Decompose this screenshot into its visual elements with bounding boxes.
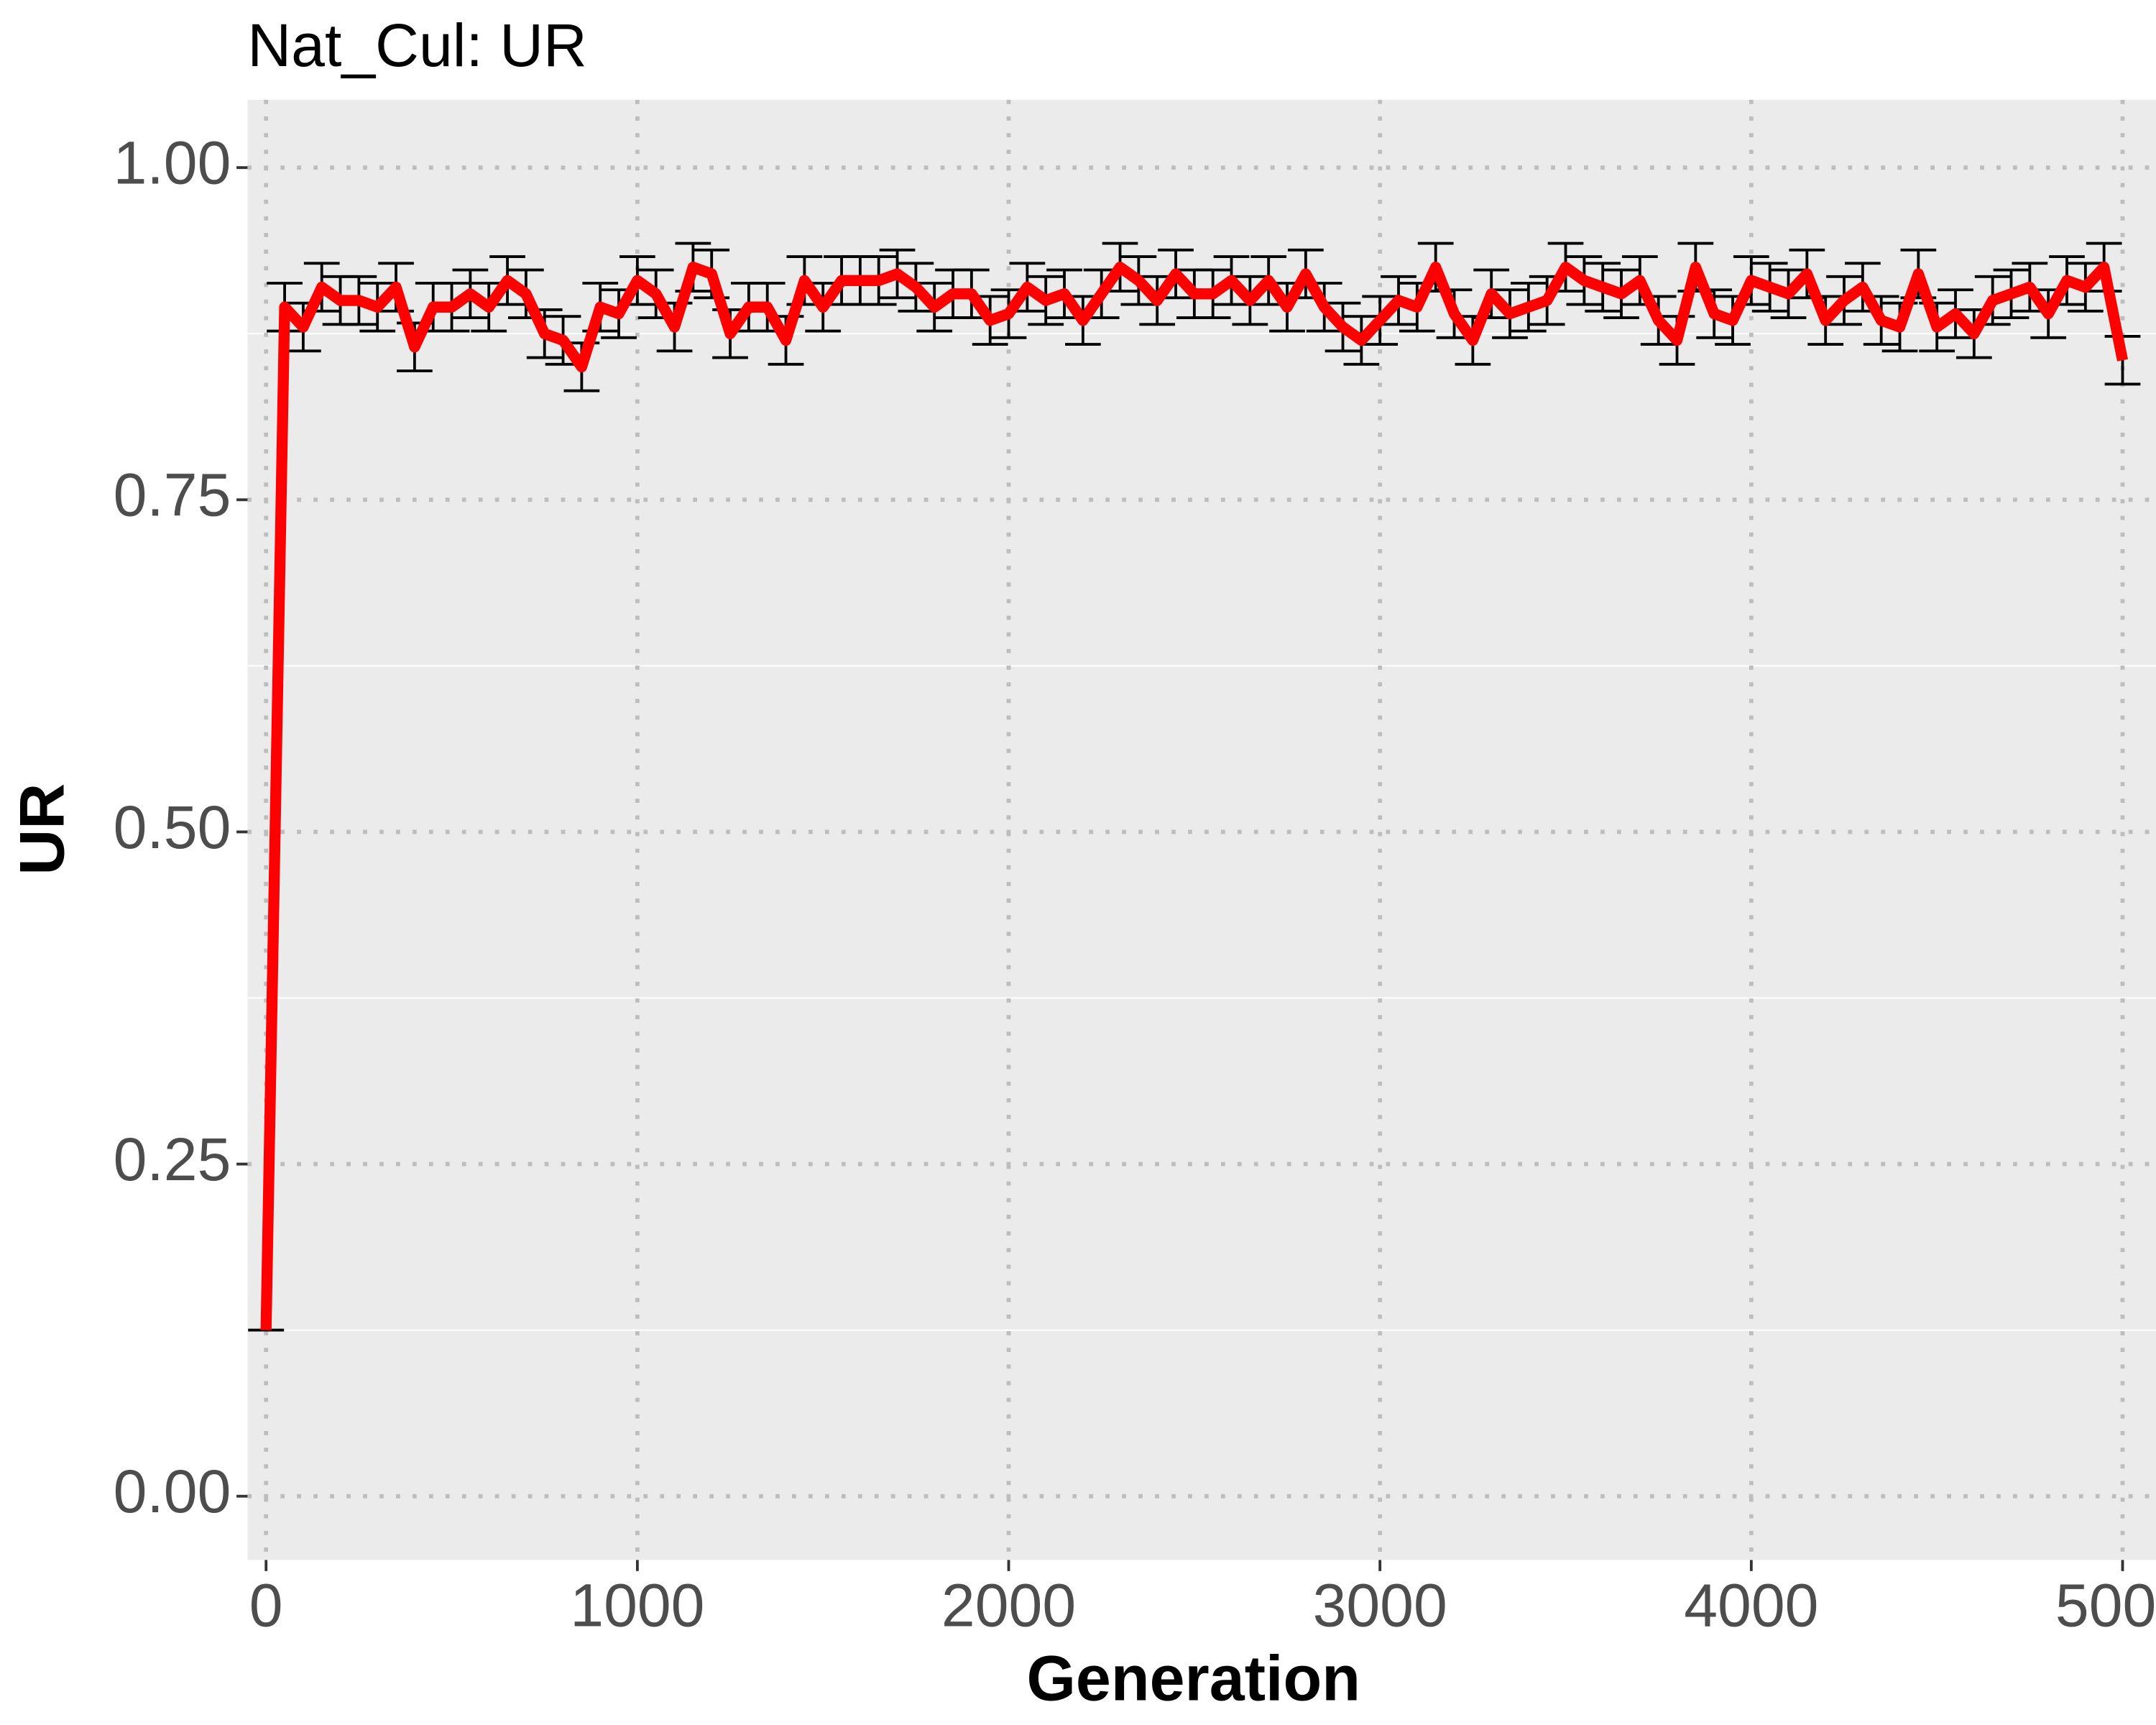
x-tick-label: 3000 bbox=[1313, 1570, 1447, 1639]
x-tick-label: 1000 bbox=[570, 1570, 704, 1639]
chart-title: Nat_Cul: UR bbox=[247, 11, 586, 79]
y-tick-label: 0.00 bbox=[114, 1457, 231, 1525]
marks bbox=[248, 242, 2141, 1332]
x-tick-label: 4000 bbox=[1684, 1570, 1818, 1639]
grid: 0.00 0.25 0.50 0.75 1.00 0 1000 2000 3000 4000 500… bbox=[114, 99, 2156, 1639]
y-tick-label: 0.50 bbox=[114, 793, 231, 861]
y-axis-label: UR bbox=[6, 783, 78, 875]
y-tick-label: 0.25 bbox=[114, 1125, 231, 1193]
y-tick-label: 1.00 bbox=[114, 128, 231, 196]
x-axis-label: Generation bbox=[1026, 1642, 1360, 1714]
x-tick-label: 5000 bbox=[2055, 1570, 2156, 1639]
x-tick-label: 2000 bbox=[941, 1570, 1076, 1639]
y-tick-label: 0.75 bbox=[114, 460, 231, 528]
x-tick-label: 0 bbox=[249, 1570, 283, 1639]
line bbox=[260, 262, 2129, 1330]
